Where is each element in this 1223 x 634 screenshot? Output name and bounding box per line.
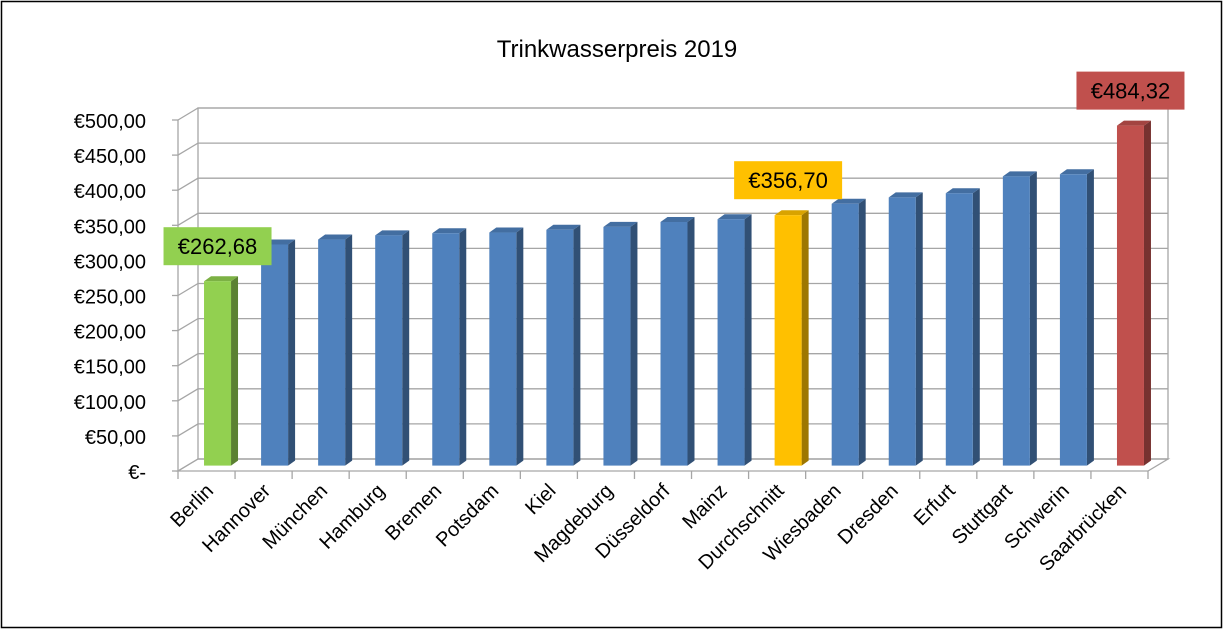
bar-front xyxy=(660,222,688,466)
bar-front xyxy=(489,232,517,466)
bar-side xyxy=(687,217,695,466)
gridline xyxy=(177,107,1168,121)
y-tick-label: €- xyxy=(128,462,146,484)
y-tick-label: €150,00 xyxy=(74,357,146,379)
bar-front xyxy=(888,197,916,466)
data-label-berlin: €262,68 xyxy=(163,227,272,266)
bar-side xyxy=(630,221,638,466)
bar-side xyxy=(231,276,239,466)
bar-top xyxy=(432,228,467,234)
bar-münchen xyxy=(318,234,353,466)
bar-side xyxy=(915,192,923,466)
bar-front xyxy=(774,215,802,466)
bar-top xyxy=(318,234,353,240)
bar-mainz xyxy=(717,214,752,466)
bar-wiesbaden xyxy=(831,198,866,466)
bar-side xyxy=(972,188,980,466)
bar-bremen xyxy=(432,228,467,466)
bar-hannover xyxy=(261,239,296,466)
bar-side xyxy=(744,214,752,466)
bar-stuttgart xyxy=(1002,171,1037,466)
bar-top xyxy=(831,198,866,204)
bar-front xyxy=(546,229,574,466)
bars xyxy=(204,120,1151,466)
bar-front xyxy=(717,219,745,466)
data-label-text: €356,70 xyxy=(748,168,828,193)
bar-top xyxy=(774,210,809,216)
bar-schwerin xyxy=(1059,169,1094,466)
bar-kiel xyxy=(546,224,581,466)
bar-top xyxy=(1116,120,1151,126)
bar-side xyxy=(345,234,353,466)
bar-potsdam xyxy=(489,227,524,466)
bar-durchschnitt xyxy=(774,210,809,466)
data-label-box xyxy=(734,161,843,200)
data-label-saarbrücken: €484,32 xyxy=(1076,71,1185,110)
bar-dresden xyxy=(888,192,923,466)
gridline xyxy=(177,177,1168,191)
chart-title: Trinkwasserpreis 2019 xyxy=(497,36,738,63)
bar-side xyxy=(573,224,581,466)
data-label-durchschnitt: €356,70 xyxy=(734,161,843,200)
bar-front xyxy=(375,235,403,466)
bar-top xyxy=(489,227,524,233)
bar-top xyxy=(945,188,980,194)
bar-saarbrücken xyxy=(1116,120,1151,466)
bar-front xyxy=(1002,176,1030,466)
bar-front xyxy=(318,239,346,466)
bar-front xyxy=(603,226,631,466)
bar-side xyxy=(858,198,866,466)
bar-top xyxy=(1059,169,1094,175)
y-tick-label: €100,00 xyxy=(74,392,146,414)
bar-front xyxy=(204,281,232,466)
bar-top xyxy=(204,276,239,282)
bar-side xyxy=(1029,171,1037,466)
bar-front xyxy=(432,233,460,466)
bar-front xyxy=(1059,174,1087,466)
bar-top xyxy=(717,214,752,220)
data-label-text: €484,32 xyxy=(1091,79,1171,104)
y-tick-label: €450,00 xyxy=(74,146,146,168)
data-labels: €262,68 €356,70 €484,32 xyxy=(163,71,1185,266)
bar-front xyxy=(945,193,973,466)
y-tick-label: €500,00 xyxy=(74,111,146,133)
y-tick-label: €50,00 xyxy=(85,427,146,449)
gridline xyxy=(177,142,1168,156)
bar-front xyxy=(831,203,859,466)
data-label-box xyxy=(163,227,272,266)
bar-side xyxy=(1143,120,1151,466)
y-tick-label: €300,00 xyxy=(74,251,146,273)
y-tick-label: €250,00 xyxy=(74,287,146,309)
y-tick-label: €350,00 xyxy=(74,216,146,238)
bar-front xyxy=(1116,125,1144,466)
data-label-text: €262,68 xyxy=(178,234,258,259)
chart-floor xyxy=(175,458,1171,472)
bar-side xyxy=(801,210,809,466)
bar-top xyxy=(888,192,923,198)
bar-magdeburg xyxy=(603,221,638,466)
data-label-box xyxy=(1076,71,1185,110)
y-tick-label: €400,00 xyxy=(74,181,146,203)
bar-erfurt xyxy=(945,188,980,466)
bar-side xyxy=(1086,169,1094,466)
bar-hamburg xyxy=(375,230,410,466)
bar-side xyxy=(516,227,524,466)
bar-top xyxy=(660,217,695,223)
bar-top xyxy=(546,224,581,230)
bar-side xyxy=(402,230,410,466)
bar-top xyxy=(603,221,638,227)
bar-top xyxy=(1002,171,1037,177)
bar-front xyxy=(261,244,289,466)
bar-berlin xyxy=(204,276,239,466)
bar-side xyxy=(459,228,467,466)
y-tick-label: €200,00 xyxy=(74,322,146,344)
bar-top xyxy=(375,230,410,236)
bar-side xyxy=(288,239,296,466)
y-axis-tick-labels: €- €50,00 €100,00 €150,00 €200,00 €250,00 €300… xyxy=(74,111,178,484)
floor-plane xyxy=(175,458,1171,472)
bar-düsseldorf xyxy=(660,217,695,466)
